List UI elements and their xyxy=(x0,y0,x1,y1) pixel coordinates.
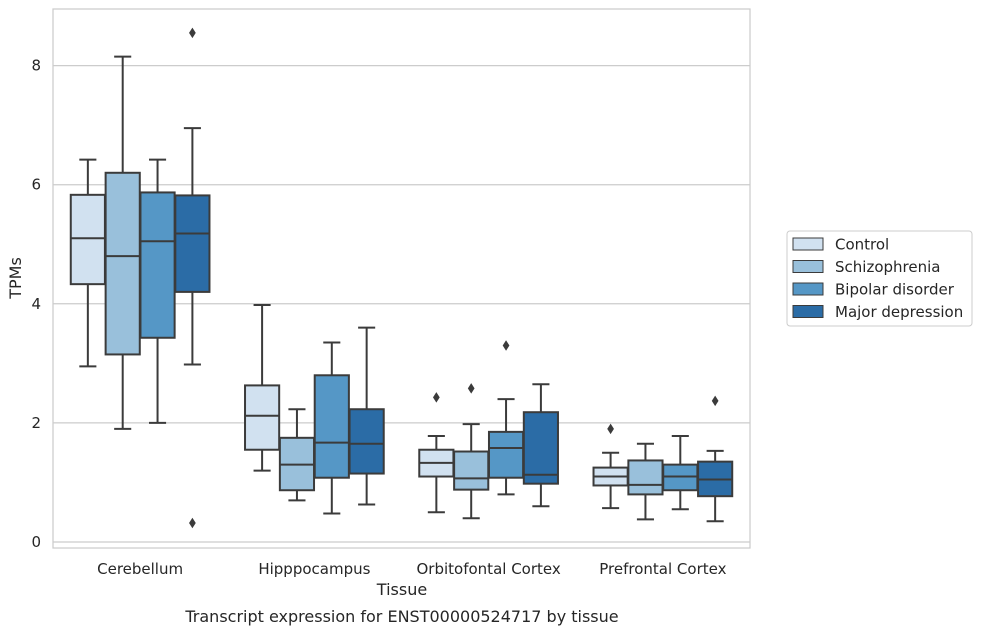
y-axis-title: TPMs xyxy=(6,257,25,300)
outlier-point xyxy=(189,517,196,529)
box xyxy=(174,194,211,293)
legend-swatch xyxy=(792,260,824,273)
legend-swatch xyxy=(792,305,824,318)
outlier-point xyxy=(711,395,719,407)
legend-label: Major depression xyxy=(835,303,963,321)
x-tick-labels: Cerebellum Hipppocampus Orbitofontal Corte… xyxy=(97,560,726,578)
legend-items: Control Schizophrenia Bipolar disorder Majo… xyxy=(792,236,963,321)
outlier-point xyxy=(502,340,510,351)
outlier-point xyxy=(467,383,475,394)
outlier-point xyxy=(189,27,196,39)
y-tick-labels: 0 2 4 6 8 xyxy=(31,57,41,551)
x-tick-label: Hipppocampus xyxy=(258,560,370,578)
box xyxy=(627,459,664,496)
x-tick-label: Orbitofontal Cortex xyxy=(417,560,561,578)
box xyxy=(104,171,141,356)
y-tick-label: 8 xyxy=(31,57,41,75)
box xyxy=(348,408,385,475)
outlier-point xyxy=(607,423,614,435)
legend-swatch xyxy=(792,237,824,251)
box xyxy=(453,450,490,491)
outlier-point xyxy=(432,392,440,403)
box xyxy=(69,193,106,286)
legend-frame xyxy=(786,230,973,327)
legend-swatch xyxy=(792,282,824,296)
chart-caption: Transcript expression for ENST0000052471… xyxy=(184,607,618,626)
legend-label: Bipolar disorder xyxy=(835,281,955,299)
y-tick-label: 6 xyxy=(31,176,41,194)
x-axis-title: Tissue xyxy=(376,580,427,599)
legend: Control Schizophrenia Bipolar disorder Majo… xyxy=(786,230,973,327)
box xyxy=(487,430,525,479)
y-tick-label: 4 xyxy=(31,295,41,313)
box xyxy=(313,374,350,479)
legend-label: Control xyxy=(835,236,889,254)
box xyxy=(522,411,559,485)
box xyxy=(139,191,176,339)
x-tick-label: Cerebellum xyxy=(97,560,183,578)
y-tick-label: 2 xyxy=(31,414,41,432)
y-tick-label: 0 xyxy=(31,533,41,551)
legend-label: Schizophrenia xyxy=(835,258,940,276)
box-group xyxy=(69,27,734,529)
x-tick-label: Prefrontal Cortex xyxy=(599,560,726,578)
box xyxy=(244,384,281,451)
